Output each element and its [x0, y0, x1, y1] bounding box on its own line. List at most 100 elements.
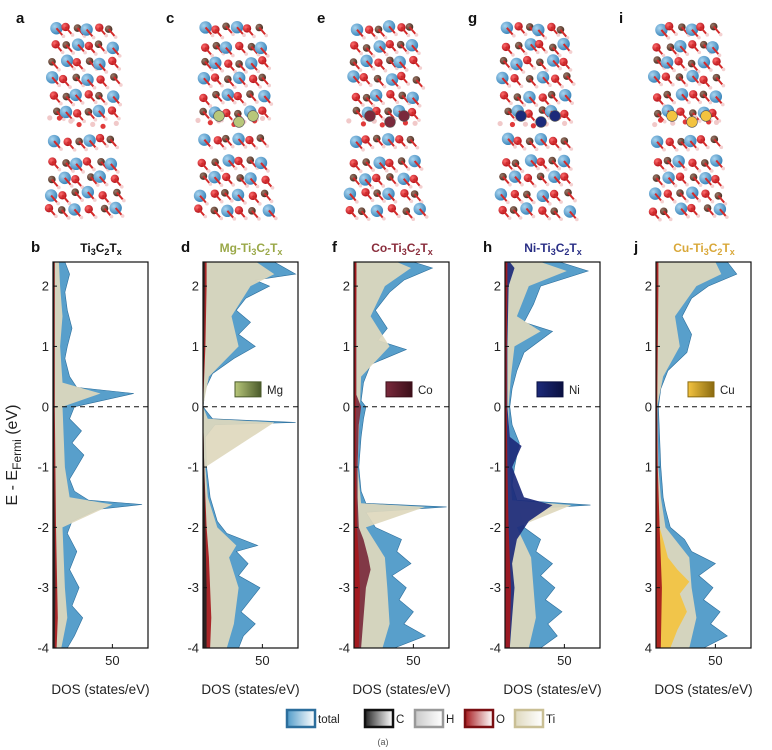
atom: [393, 55, 409, 72]
legend-swatch: [513, 708, 545, 729]
atom: [525, 137, 539, 152]
y-tick-label: 0: [645, 399, 652, 414]
atom: [51, 40, 65, 55]
atom: [80, 23, 96, 40]
atom: [208, 170, 224, 187]
atom: [71, 188, 84, 202]
atom: [254, 156, 270, 173]
atom: [61, 22, 75, 37]
atom: [712, 73, 726, 88]
atom: [711, 174, 725, 189]
atom: [84, 41, 98, 56]
atom: [700, 159, 714, 173]
legend-label: Ti: [546, 714, 555, 726]
dopant-atom: [233, 116, 245, 128]
atom: [262, 204, 278, 221]
dopant-label: Mg: [267, 385, 283, 397]
atom: [345, 205, 359, 220]
atom: [688, 40, 702, 55]
atom: [104, 25, 118, 39]
atom: [701, 189, 715, 204]
atom: [660, 56, 676, 73]
atom: [386, 90, 400, 105]
atom: [689, 90, 703, 105]
atom: [684, 134, 700, 151]
dopant-label: Cu: [720, 385, 735, 397]
dos-series-o: [505, 262, 511, 648]
atom: [193, 189, 209, 206]
interlayer-atom: [657, 117, 664, 123]
atom: [653, 158, 667, 173]
atom: [557, 37, 573, 54]
legend-item-c: C: [363, 708, 404, 729]
atom: [359, 73, 373, 88]
dopant-label: Co: [418, 385, 433, 397]
dopant-atom: [549, 110, 561, 122]
atom: [349, 159, 363, 174]
atom: [672, 154, 688, 171]
atom: [95, 23, 109, 38]
atom: [199, 93, 213, 108]
dos-series-o: [656, 262, 662, 648]
atom: [532, 23, 548, 40]
atom: [81, 185, 97, 202]
atom: [248, 74, 262, 89]
interlayer-atom: [68, 118, 74, 124]
atom: [655, 23, 671, 40]
y-tick-label: 1: [645, 339, 652, 354]
y-tick-label: -4: [187, 641, 199, 656]
atom: [652, 174, 666, 188]
atom: [106, 135, 120, 150]
atom: [258, 106, 272, 121]
atom: [550, 207, 563, 221]
atom: [69, 157, 85, 174]
atom: [84, 107, 98, 122]
panel-letter-i: i: [619, 10, 623, 27]
atom: [558, 88, 574, 105]
y-tick-label: 1: [343, 339, 350, 354]
atom: [563, 205, 579, 222]
dopant-atom: [384, 116, 396, 128]
atom: [256, 134, 270, 148]
structure-e: e: [317, 10, 429, 221]
dos-series-ti: [53, 262, 113, 648]
atom: [48, 175, 61, 190]
atom: [405, 39, 421, 56]
y-tick-label: 0: [42, 399, 49, 414]
interlayer-atom: [412, 120, 418, 126]
atom: [68, 203, 84, 220]
atom: [534, 132, 550, 149]
structure-i: i: [619, 10, 729, 222]
dopant-label: Ni: [569, 385, 580, 397]
atom: [652, 93, 666, 108]
dos-title: Cu-Ti3C2Tx: [673, 241, 735, 257]
interlayer-atom: [113, 120, 119, 126]
y-tick-label: -3: [187, 580, 199, 595]
atom: [75, 137, 88, 152]
atom: [93, 170, 109, 187]
atom: [406, 135, 420, 150]
atom: [82, 157, 96, 172]
atom: [347, 70, 363, 87]
atom: [548, 43, 562, 58]
atom: [546, 54, 562, 71]
dopant-atom: [666, 110, 678, 122]
atom: [706, 41, 722, 58]
atom: [652, 43, 666, 58]
atom: [662, 171, 678, 188]
atom: [235, 41, 249, 56]
atom: [93, 57, 109, 74]
panel-letter-c: c: [166, 10, 174, 27]
y-tick-label: -1: [338, 460, 350, 475]
legend-item-total: total: [285, 708, 340, 729]
atom: [248, 207, 261, 221]
atom: [104, 157, 120, 174]
atom: [509, 206, 523, 220]
legend-item-h: H: [413, 708, 454, 729]
x-axis-label: DOS (states/eV): [201, 682, 299, 697]
y-tick-label: 0: [494, 399, 501, 414]
panel-letter-a: a: [16, 10, 25, 27]
atom: [397, 71, 411, 86]
atom: [514, 22, 528, 37]
